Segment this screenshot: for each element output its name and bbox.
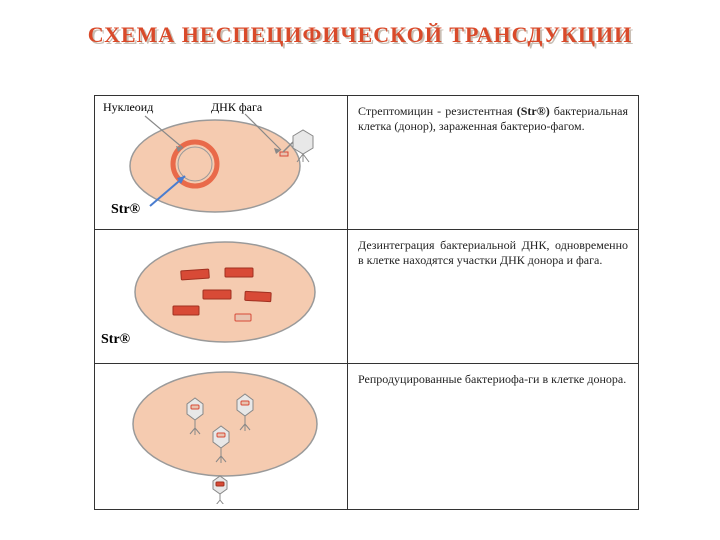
dna-label: ДНК фага bbox=[211, 100, 262, 115]
text-cell-3: Репродуцированные бактериофа-ги в клетке… bbox=[348, 364, 639, 510]
diagram-svg-3 bbox=[95, 364, 347, 504]
str-label-2: Str® bbox=[101, 332, 130, 348]
row1-text-bold: (Str®) bbox=[517, 104, 550, 118]
diagram-cell-2: Str® bbox=[95, 230, 348, 364]
dna-fragment-icon bbox=[203, 290, 231, 299]
table-row: Нуклеоид ДНК фага Str® Стрептомицин - ре… bbox=[95, 96, 639, 230]
diagram-cell-3 bbox=[95, 364, 348, 510]
table-row: Репродуцированные бактериофа-ги в клетке… bbox=[95, 364, 639, 510]
dna-fragment-icon bbox=[173, 306, 199, 315]
row2-text: Дезинтеграция бактериальной ДНК, одновре… bbox=[358, 238, 628, 267]
diagram-svg-2 bbox=[95, 230, 347, 358]
str-label-1: Str® bbox=[111, 202, 140, 218]
row3-text: Репродуцированные бактериофа-ги в клетке… bbox=[358, 372, 626, 386]
text-cell-2: Дезинтеграция бактериальной ДНК, одновре… bbox=[348, 230, 639, 364]
table-row: Str® Дезинтеграция бактериальной ДНК, од… bbox=[95, 230, 639, 364]
row1-text-prefix: Стрептомицин - резистентная bbox=[358, 104, 517, 118]
nucleoid-label: Нуклеоид bbox=[103, 100, 153, 115]
dna-fragment-icon bbox=[245, 291, 271, 301]
phage-dna-icon bbox=[235, 314, 251, 321]
page-title: СХЕМА НЕСПЕЦИФИЧЕСКОЙ ТРАНСДУКЦИИ bbox=[0, 22, 720, 48]
diagram-cell-1: Нуклеоид ДНК фага Str® bbox=[95, 96, 348, 230]
dna-fragment-icon bbox=[225, 268, 253, 277]
dna-fragment-icon bbox=[181, 269, 210, 280]
title-text: СХЕМА НЕСПЕЦИФИЧЕСКОЙ ТРАНСДУКЦИИ bbox=[88, 22, 633, 47]
text-cell-1: Стрептомицин - резистентная (Str®) бакте… bbox=[348, 96, 639, 230]
diagram-table: Нуклеоид ДНК фага Str® Стрептомицин - ре… bbox=[94, 95, 639, 510]
phage-icon bbox=[213, 476, 227, 504]
